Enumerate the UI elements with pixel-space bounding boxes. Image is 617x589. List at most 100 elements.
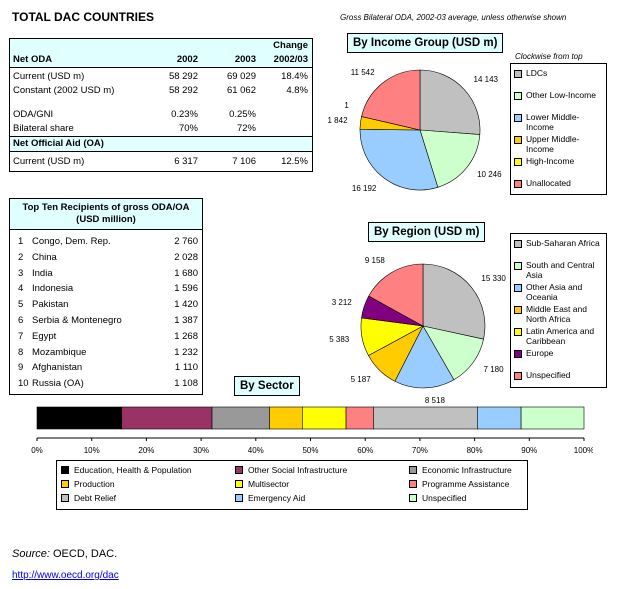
pie-slice-other-asia-and-oceania [394, 325, 455, 389]
top-ten-recipients-table: Top Ten Recipients of gross ODA/OA (USD … [9, 198, 203, 395]
recipient-value: 1 110 [174, 362, 198, 374]
legend-label: Multisector [248, 479, 290, 489]
pie-slice-other-low-income [419, 129, 481, 188]
recipient-rank: 2 [18, 251, 24, 263]
legend-item: Unallocated [511, 178, 603, 188]
legend-label: Other Low-Income [526, 90, 596, 100]
row-change [256, 108, 308, 122]
top-ten-title: Top Ten Recipients of gross ODA/OA (USD … [10, 199, 202, 230]
x-tick-label: 40% [248, 446, 264, 455]
legend-item: Unspecified [511, 370, 603, 380]
recipient-rank: 8 [18, 346, 24, 358]
table-row: Constant (2002 USD m) 58 292 61 062 4.8% [10, 84, 312, 98]
page-subtitle: Gross Bilateral ODA, 2002-03 average, un… [340, 13, 567, 22]
oda-header-row-1: Change [10, 39, 312, 53]
page-title: TOTAL DAC COUNTRIES [12, 10, 155, 24]
list-item: 8 Mozambique 1 232 [10, 345, 202, 361]
legend-swatch [514, 350, 522, 358]
legend-swatch [514, 306, 522, 314]
year-2002-header: 2002 [176, 54, 198, 65]
legend-label: Unallocated [526, 178, 571, 188]
recipient-value: 1 268 [174, 330, 198, 342]
data-label: 5 383 [329, 334, 350, 344]
recipient-name: Indonesia [32, 283, 74, 295]
income-legend: LDCs Other Low-Income Lower Middle-Income U… [510, 63, 607, 195]
sector-bar-chart: 0% 10% 20% 30% 40% 50% 60% 70% 80% 90% 100% [31, 406, 593, 455]
recipient-value: 2 028 [174, 251, 198, 263]
legend-item: Programme Assistance [409, 479, 509, 489]
list-item: 10 Russia (OA) 1 108 [10, 376, 202, 392]
legend-swatch [514, 92, 522, 100]
legend-label: Other Asia and Oceania [526, 282, 583, 302]
recipient-rank: 3 [18, 267, 24, 279]
top-ten-body: 1 Congo, Dem. Rep. 2 760 2 China 2 028 3 India 1… [10, 230, 202, 394]
legend-swatch [514, 372, 522, 380]
recipient-value: 1 232 [174, 346, 198, 358]
legend-label: Production [74, 479, 115, 489]
recipient-rank: 1 [18, 236, 24, 247]
legend-item: Education, Health & Population [61, 465, 192, 475]
legend-swatch [514, 240, 522, 248]
legend-item: Debt Relief [61, 493, 116, 503]
source-label: Source: [12, 548, 50, 560]
recipient-value: 1 680 [174, 267, 198, 279]
bar-segment-debt-relief [373, 406, 478, 430]
x-tick-label: 90% [521, 446, 537, 455]
data-label: 9 158 [364, 256, 385, 266]
x-tick-label: 0% [31, 446, 43, 455]
legend-item: Lower Middle-Income [511, 112, 603, 132]
legend-label: South and Central Asia [526, 260, 595, 280]
recipient-name: Egypt [32, 330, 57, 342]
year-2003-header: 2003 [234, 54, 256, 65]
legend-label: Unspecified [526, 370, 571, 380]
list-item: 6 Serbia & Montenegro 1 387 [10, 313, 202, 329]
row-value-2003: 7 106 [232, 156, 256, 167]
table-row: Current (USD m) 58 292 69 029 18.4% [10, 70, 312, 84]
row-label: Bilateral share [13, 123, 74, 134]
legend-item: Upper Middle-Income [511, 134, 603, 154]
recipient-name: Russia (OA) [32, 378, 84, 390]
legend-label: Europe [526, 348, 554, 358]
change-header: Change [273, 40, 308, 51]
legend-label: Programme Assistance [422, 479, 510, 489]
data-label: 14 143 [473, 75, 498, 85]
list-item: 3 India 1 680 [10, 266, 202, 282]
net-oa-label: Net Official Aid (OA) [13, 138, 104, 149]
legend-swatch [61, 466, 69, 474]
clockwise-note: Clockwise from top [515, 52, 583, 61]
x-tick-label: 50% [302, 446, 318, 455]
list-item: 4 Indonesia 1 596 [10, 281, 202, 297]
table-row: ODA/GNI 0.23% 0.25% [10, 108, 312, 122]
bar-segment-programme-assistance [345, 406, 374, 430]
region-legend: Sub-Saharan Africa South and Central Asia… [510, 233, 607, 388]
legend-item: Other Low-Income [511, 90, 603, 100]
recipient-rank: 10 [18, 378, 29, 390]
data-label: 8 518 [424, 395, 445, 405]
recipient-value: 1 108 [174, 378, 198, 390]
sector-chart-title: By Sector [234, 376, 300, 396]
region-pie-labels: 15 330 7 180 8 518 5 187 5 383 3 212 9 158 [315, 248, 515, 408]
table-row: Bilateral share 70% 72% [10, 122, 312, 136]
data-label: 5 187 [350, 374, 371, 384]
legend-label: Middle East and North Africa [526, 304, 587, 324]
row-label: Current (USD m) [13, 71, 85, 82]
table-row: Current (USD m) 6 317 7 106 12.5% [10, 155, 312, 169]
legend-label: High-Income [526, 156, 575, 166]
oecd-link[interactable]: http://www.oecd.org/dac [12, 570, 119, 581]
row-value-2002: 58 292 [168, 71, 198, 82]
net-oda-label: Net ODA [13, 54, 53, 65]
legend-swatch [514, 70, 522, 78]
row-value-2003: 72% [236, 123, 256, 134]
pie-slice-unallocated [361, 69, 421, 131]
legend-item: Sub-Saharan Africa [511, 238, 603, 248]
legend-item: South and Central Asia [511, 260, 603, 280]
legend-label: Economic Infrastructure [422, 465, 512, 475]
list-item: 5 Pakistan 1 420 [10, 297, 202, 313]
recipient-name: Pakistan [32, 299, 69, 311]
recipient-rank: 6 [18, 314, 24, 326]
legend-swatch [409, 480, 417, 488]
legend-label: Education, Health & Population [74, 465, 192, 475]
legend-item: Economic Infrastructure [409, 465, 512, 475]
legend-swatch [235, 480, 243, 488]
row-value-2003: 69 029 [226, 71, 256, 82]
